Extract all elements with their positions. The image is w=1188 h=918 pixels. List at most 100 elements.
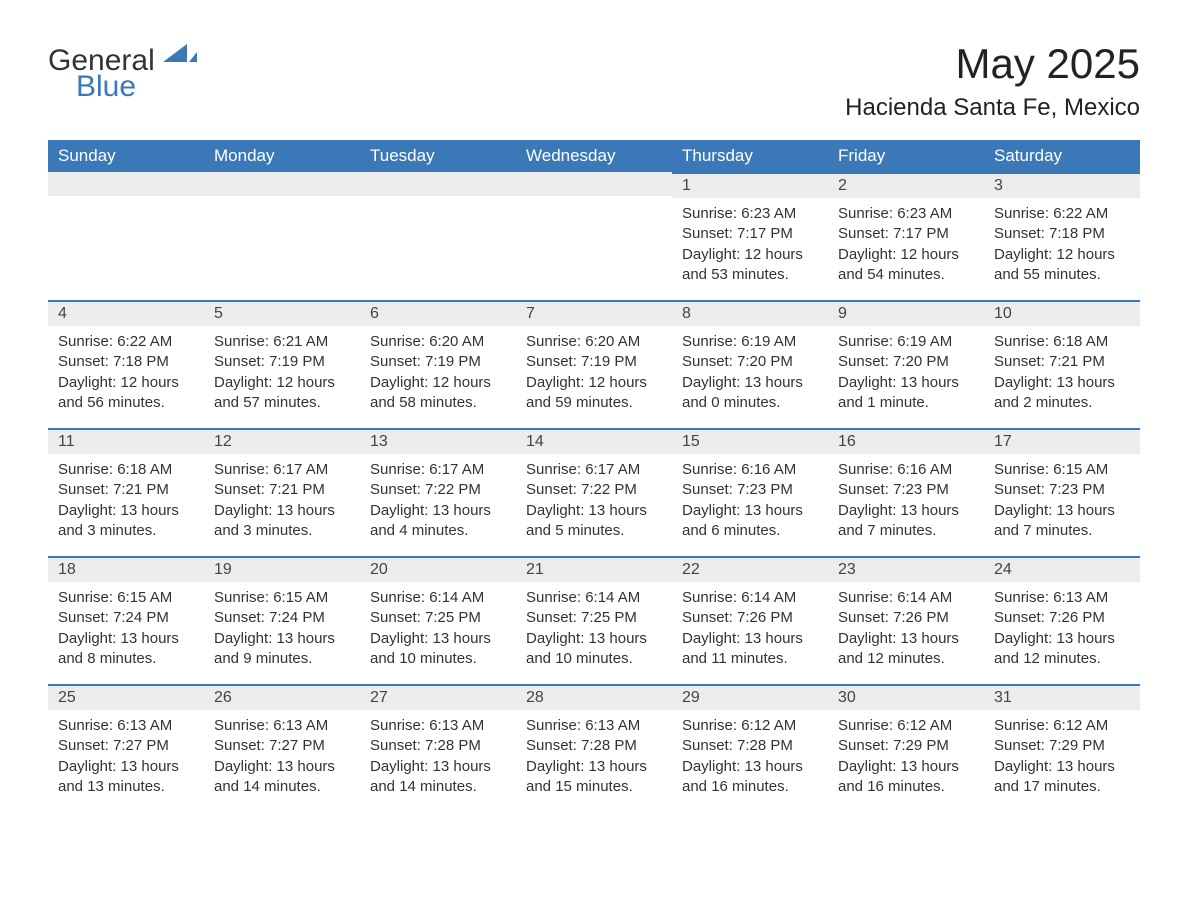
- sunset-text: Sunset: 7:19 PM: [526, 352, 662, 372]
- day-details: Sunrise: 6:14 AMSunset: 7:25 PMDaylight:…: [360, 582, 516, 673]
- calendar-day-cell: 19Sunrise: 6:15 AMSunset: 7:24 PMDayligh…: [204, 556, 360, 684]
- sunset-text: Sunset: 7:26 PM: [682, 608, 818, 628]
- day-number: 28: [516, 684, 672, 710]
- sunrise-text: Sunrise: 6:17 AM: [526, 460, 662, 480]
- sunset-text: Sunset: 7:18 PM: [994, 224, 1130, 244]
- daylight-text: Daylight: 13 hours and 13 minutes.: [58, 757, 194, 798]
- sunrise-text: Sunrise: 6:13 AM: [214, 716, 350, 736]
- day-of-week-header-row: SundayMondayTuesdayWednesdayThursdayFrid…: [48, 140, 1140, 172]
- month-title: May 2025: [845, 40, 1140, 88]
- sunrise-text: Sunrise: 6:12 AM: [682, 716, 818, 736]
- sunrise-text: Sunrise: 6:17 AM: [370, 460, 506, 480]
- logo-triangle-icon: [163, 40, 197, 70]
- day-details: Sunrise: 6:23 AMSunset: 7:17 PMDaylight:…: [672, 198, 828, 289]
- calendar-day-cell: 9Sunrise: 6:19 AMSunset: 7:20 PMDaylight…: [828, 300, 984, 428]
- calendar-day-cell: 20Sunrise: 6:14 AMSunset: 7:25 PMDayligh…: [360, 556, 516, 684]
- day-number: 2: [828, 172, 984, 198]
- sunrise-text: Sunrise: 6:15 AM: [994, 460, 1130, 480]
- sunset-text: Sunset: 7:18 PM: [58, 352, 194, 372]
- day-details: Sunrise: 6:20 AMSunset: 7:19 PMDaylight:…: [360, 326, 516, 417]
- day-details: Sunrise: 6:16 AMSunset: 7:23 PMDaylight:…: [672, 454, 828, 545]
- daylight-text: Daylight: 13 hours and 7 minutes.: [994, 501, 1130, 542]
- day-number: 24: [984, 556, 1140, 582]
- day-details: Sunrise: 6:19 AMSunset: 7:20 PMDaylight:…: [828, 326, 984, 417]
- sunrise-text: Sunrise: 6:13 AM: [370, 716, 506, 736]
- daylight-text: Daylight: 13 hours and 5 minutes.: [526, 501, 662, 542]
- daylight-text: Daylight: 13 hours and 16 minutes.: [838, 757, 974, 798]
- day-details: Sunrise: 6:14 AMSunset: 7:25 PMDaylight:…: [516, 582, 672, 673]
- calendar-day-cell: 11Sunrise: 6:18 AMSunset: 7:21 PMDayligh…: [48, 428, 204, 556]
- sunrise-text: Sunrise: 6:19 AM: [838, 332, 974, 352]
- daylight-text: Daylight: 13 hours and 1 minute.: [838, 373, 974, 414]
- sunrise-text: Sunrise: 6:19 AM: [682, 332, 818, 352]
- daylight-text: Daylight: 13 hours and 12 minutes.: [838, 629, 974, 670]
- day-details: Sunrise: 6:12 AMSunset: 7:28 PMDaylight:…: [672, 710, 828, 801]
- day-details: Sunrise: 6:12 AMSunset: 7:29 PMDaylight:…: [984, 710, 1140, 801]
- sunrise-text: Sunrise: 6:18 AM: [994, 332, 1130, 352]
- day-number: 18: [48, 556, 204, 582]
- day-number: 13: [360, 428, 516, 454]
- sunset-text: Sunset: 7:17 PM: [838, 224, 974, 244]
- calendar-day-cell: 16Sunrise: 6:16 AMSunset: 7:23 PMDayligh…: [828, 428, 984, 556]
- day-details: Sunrise: 6:22 AMSunset: 7:18 PMDaylight:…: [48, 326, 204, 417]
- day-details: Sunrise: 6:12 AMSunset: 7:29 PMDaylight:…: [828, 710, 984, 801]
- calendar-day-cell: 22Sunrise: 6:14 AMSunset: 7:26 PMDayligh…: [672, 556, 828, 684]
- sunrise-text: Sunrise: 6:22 AM: [58, 332, 194, 352]
- calendar-day-cell: 12Sunrise: 6:17 AMSunset: 7:21 PMDayligh…: [204, 428, 360, 556]
- sunrise-text: Sunrise: 6:17 AM: [214, 460, 350, 480]
- daylight-text: Daylight: 13 hours and 17 minutes.: [994, 757, 1130, 798]
- day-number: [204, 172, 360, 196]
- day-details: Sunrise: 6:13 AMSunset: 7:26 PMDaylight:…: [984, 582, 1140, 673]
- sunrise-text: Sunrise: 6:13 AM: [526, 716, 662, 736]
- calendar-day-cell: [48, 172, 204, 300]
- sunrise-text: Sunrise: 6:23 AM: [682, 204, 818, 224]
- day-number: [516, 172, 672, 196]
- calendar-day-cell: 3Sunrise: 6:22 AMSunset: 7:18 PMDaylight…: [984, 172, 1140, 300]
- daylight-text: Daylight: 13 hours and 10 minutes.: [526, 629, 662, 670]
- day-number: 31: [984, 684, 1140, 710]
- sunrise-text: Sunrise: 6:16 AM: [838, 460, 974, 480]
- day-details: Sunrise: 6:13 AMSunset: 7:28 PMDaylight:…: [360, 710, 516, 801]
- sunrise-text: Sunrise: 6:15 AM: [214, 588, 350, 608]
- calendar-week-row: 18Sunrise: 6:15 AMSunset: 7:24 PMDayligh…: [48, 556, 1140, 684]
- daylight-text: Daylight: 12 hours and 54 minutes.: [838, 245, 974, 286]
- calendar-body: 1Sunrise: 6:23 AMSunset: 7:17 PMDaylight…: [48, 172, 1140, 812]
- day-number: 15: [672, 428, 828, 454]
- sunrise-text: Sunrise: 6:14 AM: [838, 588, 974, 608]
- day-details: Sunrise: 6:13 AMSunset: 7:27 PMDaylight:…: [48, 710, 204, 801]
- sunset-text: Sunset: 7:19 PM: [214, 352, 350, 372]
- day-number: 23: [828, 556, 984, 582]
- calendar-day-cell: 31Sunrise: 6:12 AMSunset: 7:29 PMDayligh…: [984, 684, 1140, 812]
- sunrise-text: Sunrise: 6:23 AM: [838, 204, 974, 224]
- sunrise-text: Sunrise: 6:12 AM: [994, 716, 1130, 736]
- calendar-day-cell: [360, 172, 516, 300]
- daylight-text: Daylight: 13 hours and 9 minutes.: [214, 629, 350, 670]
- location-subtitle: Hacienda Santa Fe, Mexico: [845, 94, 1140, 122]
- sunset-text: Sunset: 7:28 PM: [526, 736, 662, 756]
- calendar-day-cell: 23Sunrise: 6:14 AMSunset: 7:26 PMDayligh…: [828, 556, 984, 684]
- daylight-text: Daylight: 13 hours and 11 minutes.: [682, 629, 818, 670]
- sunrise-text: Sunrise: 6:14 AM: [370, 588, 506, 608]
- day-number: 9: [828, 300, 984, 326]
- logo-text: General Blue: [48, 40, 197, 102]
- calendar-day-cell: 5Sunrise: 6:21 AMSunset: 7:19 PMDaylight…: [204, 300, 360, 428]
- daylight-text: Daylight: 13 hours and 12 minutes.: [994, 629, 1130, 670]
- day-number: 25: [48, 684, 204, 710]
- calendar-day-cell: 25Sunrise: 6:13 AMSunset: 7:27 PMDayligh…: [48, 684, 204, 812]
- daylight-text: Daylight: 13 hours and 4 minutes.: [370, 501, 506, 542]
- sunset-text: Sunset: 7:21 PM: [214, 480, 350, 500]
- daylight-text: Daylight: 12 hours and 57 minutes.: [214, 373, 350, 414]
- sunset-text: Sunset: 7:21 PM: [994, 352, 1130, 372]
- day-number: 7: [516, 300, 672, 326]
- daylight-text: Daylight: 13 hours and 3 minutes.: [214, 501, 350, 542]
- sunset-text: Sunset: 7:25 PM: [370, 608, 506, 628]
- day-details: Sunrise: 6:14 AMSunset: 7:26 PMDaylight:…: [828, 582, 984, 673]
- daylight-text: Daylight: 12 hours and 56 minutes.: [58, 373, 194, 414]
- calendar-day-cell: 1Sunrise: 6:23 AMSunset: 7:17 PMDaylight…: [672, 172, 828, 300]
- day-details: Sunrise: 6:19 AMSunset: 7:20 PMDaylight:…: [672, 326, 828, 417]
- day-details: Sunrise: 6:13 AMSunset: 7:27 PMDaylight:…: [204, 710, 360, 801]
- day-details: Sunrise: 6:16 AMSunset: 7:23 PMDaylight:…: [828, 454, 984, 545]
- sunset-text: Sunset: 7:20 PM: [838, 352, 974, 372]
- day-number: 11: [48, 428, 204, 454]
- sunset-text: Sunset: 7:20 PM: [682, 352, 818, 372]
